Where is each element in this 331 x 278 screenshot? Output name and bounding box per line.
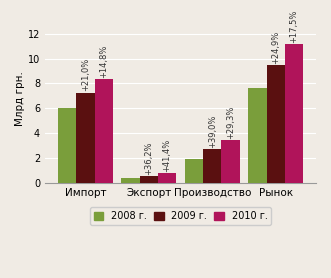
Y-axis label: Млрд грн.: Млрд грн.	[15, 71, 25, 126]
Text: +36,2%: +36,2%	[144, 142, 153, 175]
Text: +29,3%: +29,3%	[226, 105, 235, 138]
Bar	[58, 108, 76, 183]
Text: +17,5%: +17,5%	[290, 9, 299, 43]
Bar	[285, 44, 303, 183]
Text: +14,8%: +14,8%	[99, 44, 108, 78]
Bar	[248, 88, 266, 183]
Bar	[221, 140, 240, 183]
Bar	[158, 173, 176, 183]
Bar	[203, 149, 221, 183]
Text: +39,0%: +39,0%	[208, 115, 217, 148]
Text: +41,4%: +41,4%	[163, 138, 171, 172]
Legend: 2008 г., 2009 г., 2010 г.: 2008 г., 2009 г., 2010 г.	[90, 207, 271, 225]
Text: +21,0%: +21,0%	[81, 58, 90, 91]
Bar	[185, 159, 203, 183]
Bar	[266, 65, 285, 183]
Bar	[121, 178, 140, 183]
Bar	[95, 79, 113, 183]
Bar	[140, 177, 158, 183]
Bar	[76, 93, 95, 183]
Text: +24,9%: +24,9%	[271, 31, 280, 64]
